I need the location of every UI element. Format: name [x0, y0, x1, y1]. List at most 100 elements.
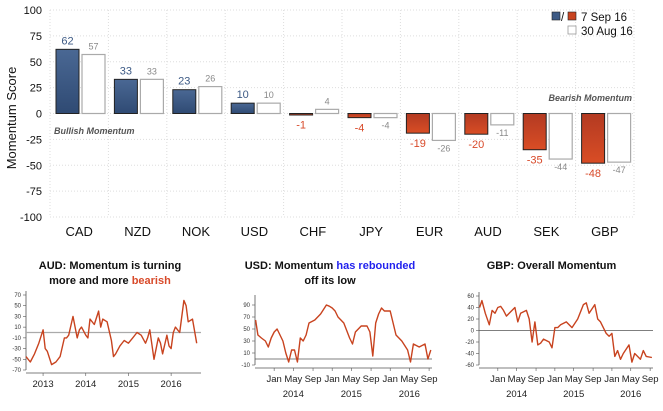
bar-current-label: -4 — [355, 123, 365, 135]
y-tick-label: 10 — [14, 325, 21, 331]
year-label: 2016 — [399, 389, 420, 400]
legend-label-current: 7 Sep 16 — [581, 12, 627, 24]
y-tick-label: 0 — [36, 109, 42, 121]
x-tick-label: Jan — [604, 374, 619, 385]
x-tick-label: Sep — [421, 374, 438, 385]
y-tick-label: 30 — [243, 339, 250, 345]
legend-swatch-positive — [551, 11, 561, 21]
y-axis-ticks: 100 75 50 25 0 -25 -50 -75 -100 — [20, 5, 42, 224]
bar-current-label: 23 — [178, 76, 190, 88]
bar-current-label: -48 — [585, 168, 601, 180]
x-category-label: NOK — [182, 224, 211, 239]
bar-previous-label: -4 — [381, 121, 389, 131]
x-category-label: USD — [241, 224, 268, 239]
y-tick-label: 25 — [30, 83, 42, 95]
y-tick-label: 50 — [243, 327, 250, 333]
y-tick-label: -50 — [12, 357, 21, 363]
x-category-label: SEK — [533, 224, 559, 239]
bar-current-label: 33 — [120, 65, 132, 77]
aud-momentum-chart: AUD: Momentum is turning more and more be… — [12, 260, 201, 390]
bar-previous — [373, 112, 398, 119]
y-tick-label: 50 — [30, 57, 42, 69]
year-label: 2016 — [620, 389, 641, 400]
legend: / 7 Sep 16 30 Aug 16 — [551, 11, 633, 38]
gbp-momentum-chart: GBP: Overall Momentum 60 40 20 0 -20 -40 -60 Jan… — [465, 260, 659, 400]
year-label: 2014 — [506, 389, 527, 400]
x-tick-label: May — [622, 374, 640, 385]
bar-current — [230, 102, 255, 115]
bar-previous — [490, 112, 515, 126]
x-category-label: CHF — [299, 224, 326, 239]
bar-current-label: 10 — [237, 89, 249, 101]
y-tick-label: 70 — [243, 315, 250, 321]
mini-chart-title: AUD: Momentum is turning — [39, 260, 181, 272]
legend-swatch-previous — [567, 25, 577, 35]
x-tick-label: May — [284, 374, 302, 385]
bar-previous-label: 4 — [325, 96, 330, 106]
bar-previous — [606, 112, 632, 163]
x-category-label: GBP — [591, 224, 618, 239]
y-tick-label: 40 — [467, 306, 474, 312]
y-axis-label: Momentum Score — [4, 67, 19, 170]
x-category-label: AUD — [474, 224, 501, 239]
legend-label-previous: 30 Aug 16 — [581, 26, 633, 38]
y-tick-label: -70 — [12, 368, 21, 374]
x-tick-label: May — [508, 374, 526, 385]
bar-previous — [198, 85, 223, 115]
bar-previous-label: -44 — [554, 162, 567, 172]
bar-previous — [256, 102, 281, 115]
bar-current-label: -35 — [527, 155, 543, 167]
x-tick-label: Sep — [363, 374, 380, 385]
usd-momentum-chart: USD: Momentum has rebounded off its low 90… — [241, 260, 438, 400]
y-tick-label: 60 — [467, 294, 474, 300]
x-category-label: JPY — [359, 224, 383, 239]
mini-chart-title: USD: Momentum has rebounded — [245, 260, 416, 272]
bar-current-label: -1 — [296, 120, 306, 132]
bar-previous-label: -47 — [613, 165, 626, 175]
bullish-annotation: Bullish Momentum — [54, 126, 135, 136]
y-tick-label: 70 — [14, 293, 21, 299]
bar-previous-label: 10 — [264, 90, 274, 100]
x-category-label: NZD — [124, 224, 151, 239]
y-tick-label: -60 — [465, 363, 474, 369]
bar-previous — [548, 112, 573, 160]
x-tick-label: Sep — [642, 374, 659, 385]
mini-chart-title: more and more bearish — [49, 275, 171, 287]
x-tick-label: 2014 — [75, 379, 96, 390]
momentum-line — [254, 304, 432, 363]
y-tick-label: 50 — [14, 304, 21, 310]
bar-current — [55, 48, 80, 114]
bar-current — [522, 113, 547, 151]
x-tick-label: May — [342, 374, 360, 385]
y-tick-label: 20 — [467, 317, 474, 323]
bars: 62 57 33 33 23 26 10 10 -1 4 -4 -4 -19 -26 -20 -11 -35 -4… — [55, 35, 632, 180]
bar-previous — [315, 108, 340, 115]
x-tick-label: Jan — [383, 374, 398, 385]
y-tick-label: 75 — [30, 31, 42, 43]
momentum-bar-chart: 100 75 50 25 0 -25 -50 -75 -100 Momentum Score 6… — [4, 5, 635, 239]
x-tick-label: Sep — [585, 374, 602, 385]
x-category-label: EUR — [416, 224, 443, 239]
y-tick-label: 100 — [24, 5, 42, 17]
x-tick-label: May — [400, 374, 418, 385]
x-tick-label: 2015 — [118, 379, 139, 390]
bar-current — [464, 113, 489, 135]
y-tick-label: -20 — [465, 340, 474, 346]
y-tick-label: -10 — [241, 363, 250, 369]
bar-previous-label: 26 — [205, 74, 215, 84]
y-tick-label: 30 — [14, 314, 21, 320]
y-tick-label: 90 — [243, 303, 250, 309]
x-tick-label: 2016 — [161, 379, 182, 390]
x-axis-categories: CAD NZD NOK USD CHF JPY EUR AUD SEK GBP — [65, 224, 618, 239]
x-tick-label: 2013 — [33, 379, 54, 390]
x-tick-label: Sep — [528, 374, 545, 385]
y-tick-label: -40 — [465, 352, 474, 358]
year-label: 2015 — [341, 389, 362, 400]
bar-previous-label: -11 — [496, 128, 508, 138]
y-tick-label: -25 — [26, 134, 42, 146]
x-tick-label: Sep — [305, 374, 322, 385]
x-tick-label: Jan — [325, 374, 340, 385]
momentum-line — [25, 299, 198, 366]
y-tick-label: -50 — [26, 160, 42, 172]
bar-current — [581, 113, 606, 164]
